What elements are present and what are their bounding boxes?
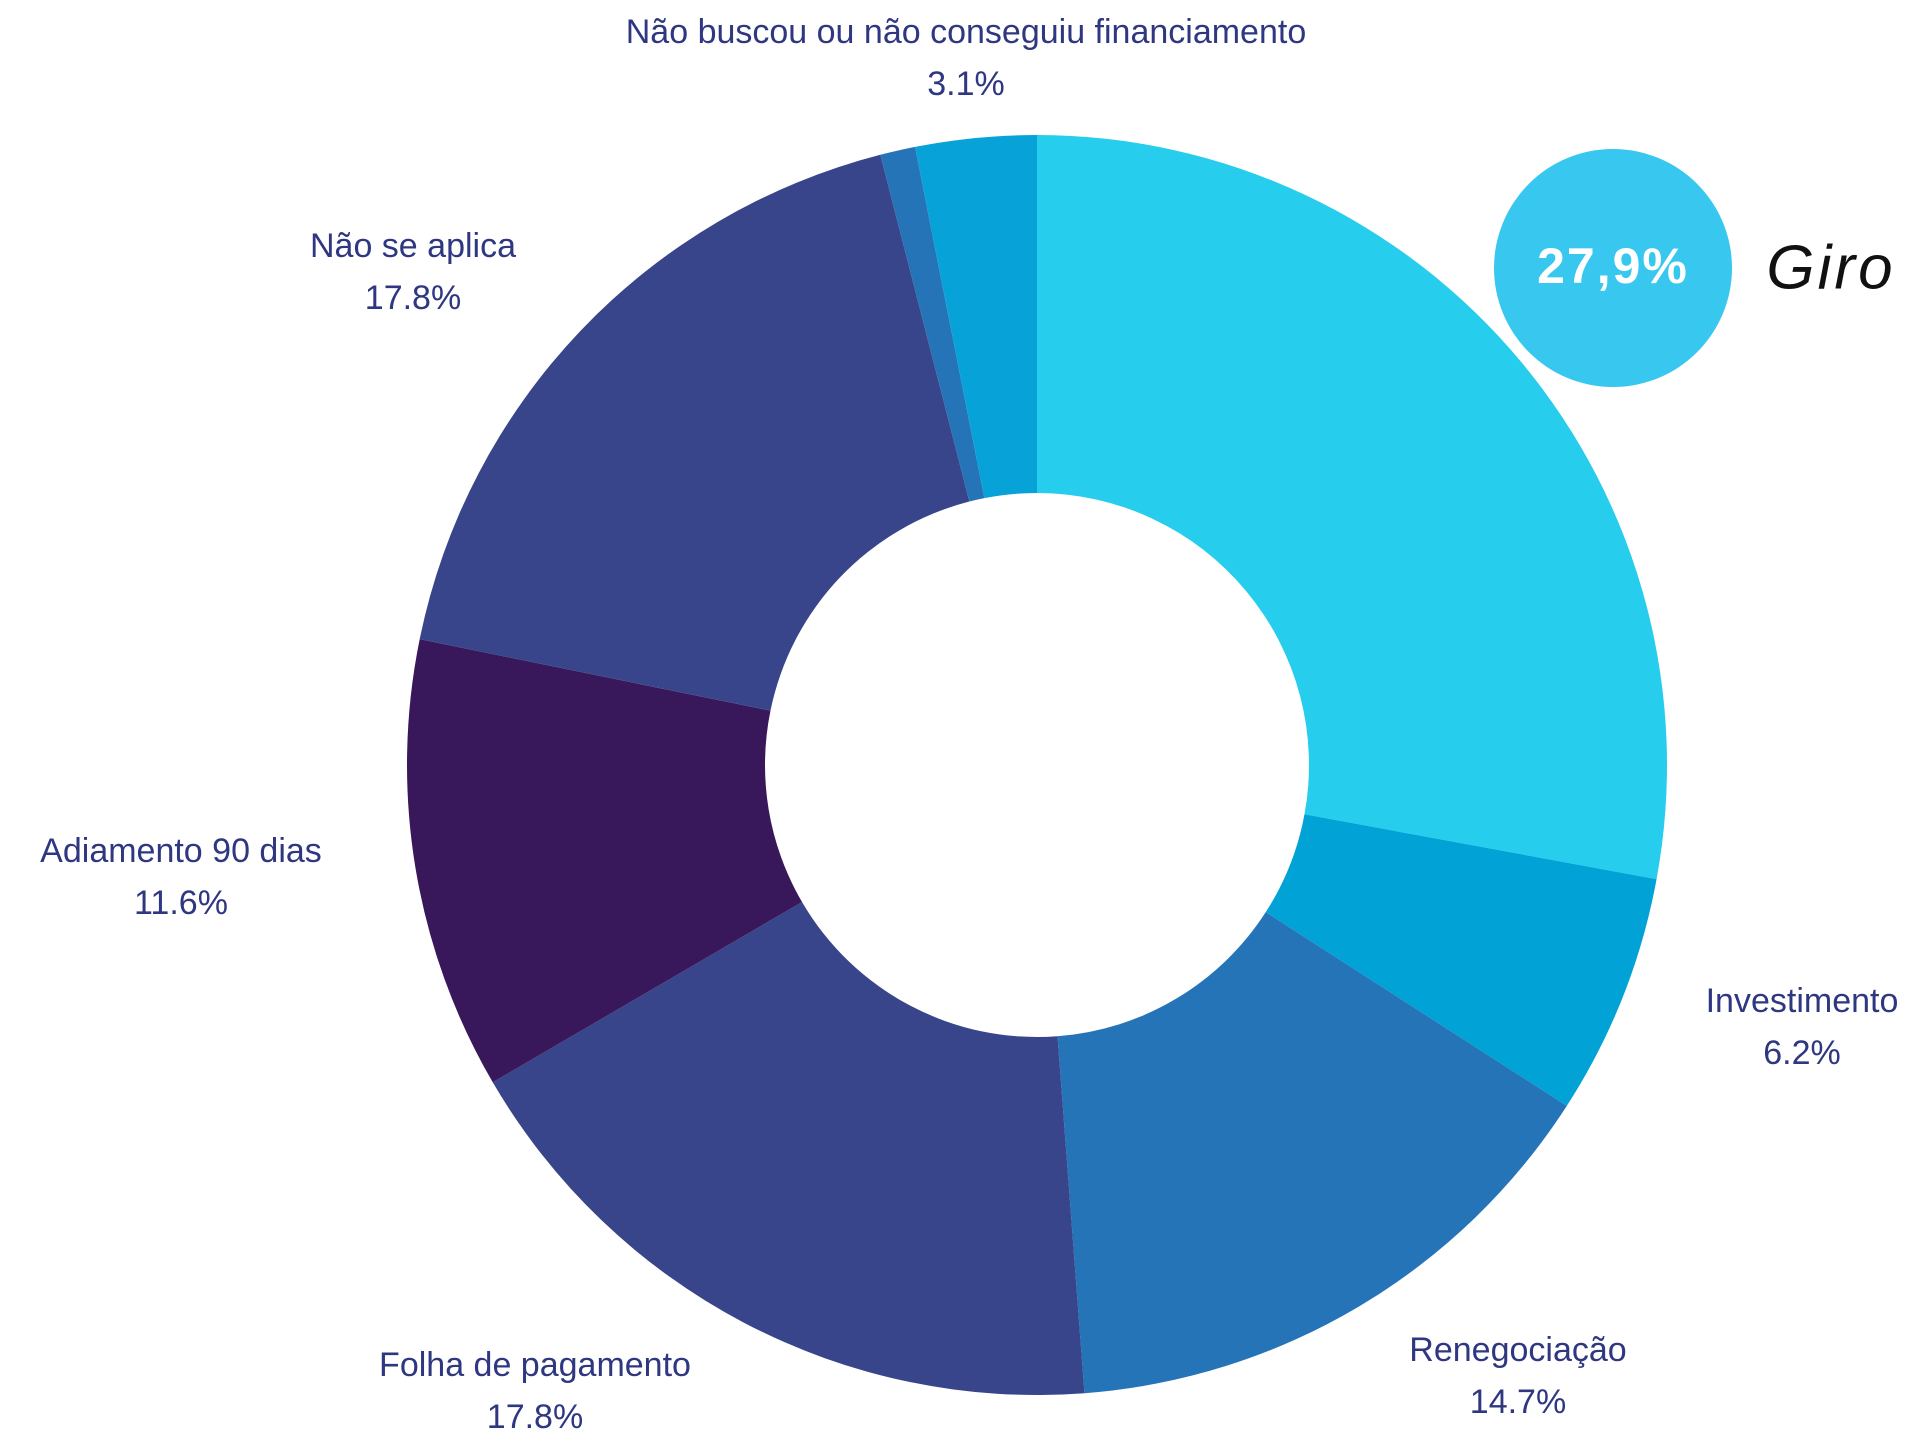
donut-slice bbox=[915, 135, 1037, 499]
donut-slice bbox=[1037, 135, 1667, 880]
highlight-value: 27,9% bbox=[1537, 238, 1689, 294]
donut-slice bbox=[419, 154, 970, 711]
slice-label: Investimento bbox=[1706, 982, 1899, 1020]
slice-value: 14.7% bbox=[1470, 1383, 1566, 1421]
donut-slice bbox=[1265, 814, 1657, 1106]
slice-label: Não se aplica bbox=[310, 227, 516, 265]
highlight-bubble bbox=[1494, 149, 1732, 387]
slice-value: 17.8% bbox=[365, 279, 461, 317]
highlight-label: Giro bbox=[1766, 233, 1895, 302]
slice-label: Não buscou ou não conseguiu financiament… bbox=[626, 13, 1306, 51]
donut-slice bbox=[880, 146, 985, 502]
donut-slice bbox=[492, 901, 1085, 1395]
slice-value: 3.1% bbox=[927, 65, 1005, 103]
slice-label: Renegociação bbox=[1409, 1331, 1626, 1369]
donut-slice bbox=[1057, 912, 1567, 1394]
slice-value: 17.8% bbox=[487, 1398, 583, 1436]
donut-slice bbox=[407, 639, 803, 1083]
slice-value: 11.6% bbox=[134, 884, 228, 922]
slice-label: Folha de pagamento bbox=[379, 1346, 691, 1384]
slice-label: Adiamento 90 dias bbox=[40, 832, 322, 870]
slice-value: 6.2% bbox=[1763, 1034, 1841, 1072]
